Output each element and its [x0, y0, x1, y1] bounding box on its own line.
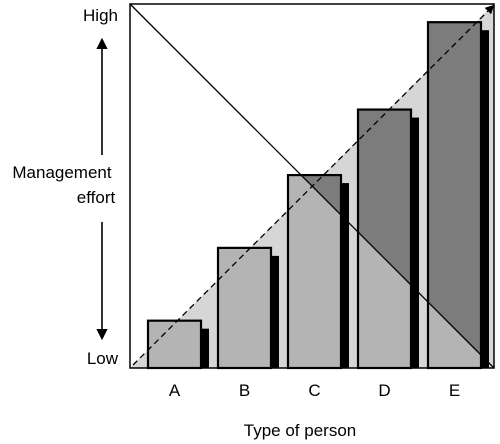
bar-fill [288, 175, 341, 368]
bars [146, 21, 489, 370]
y-axis-label-line2: effort [77, 188, 116, 207]
trend-arrow [132, 4, 495, 366]
bar-shadow [201, 328, 209, 368]
bar-a [146, 319, 209, 370]
x-tick-labels: A B C D E [169, 381, 460, 400]
plot-frame [129, 3, 495, 369]
bar-shadow [481, 30, 489, 368]
bar-c [286, 173, 349, 370]
bar-shadow [341, 183, 349, 368]
x-axis-label: Type of person [244, 421, 356, 440]
bar-b [216, 246, 279, 370]
bar-e [426, 21, 489, 370]
x-tick-label-a: A [169, 381, 181, 400]
x-tick-label-e: E [449, 381, 460, 400]
y-high-label: High [83, 6, 118, 25]
bar-fill [218, 247, 271, 368]
x-tick-label-d: D [378, 381, 390, 400]
y-axis-label-line1: Management [12, 163, 112, 182]
bar-shadow [411, 117, 419, 368]
bar-shadow [271, 255, 279, 368]
x-tick-label-b: B [239, 381, 250, 400]
bar-d [356, 108, 419, 370]
y-low-label: Low [87, 349, 119, 368]
x-tick-label-c: C [308, 381, 320, 400]
bar-fill [148, 320, 201, 368]
